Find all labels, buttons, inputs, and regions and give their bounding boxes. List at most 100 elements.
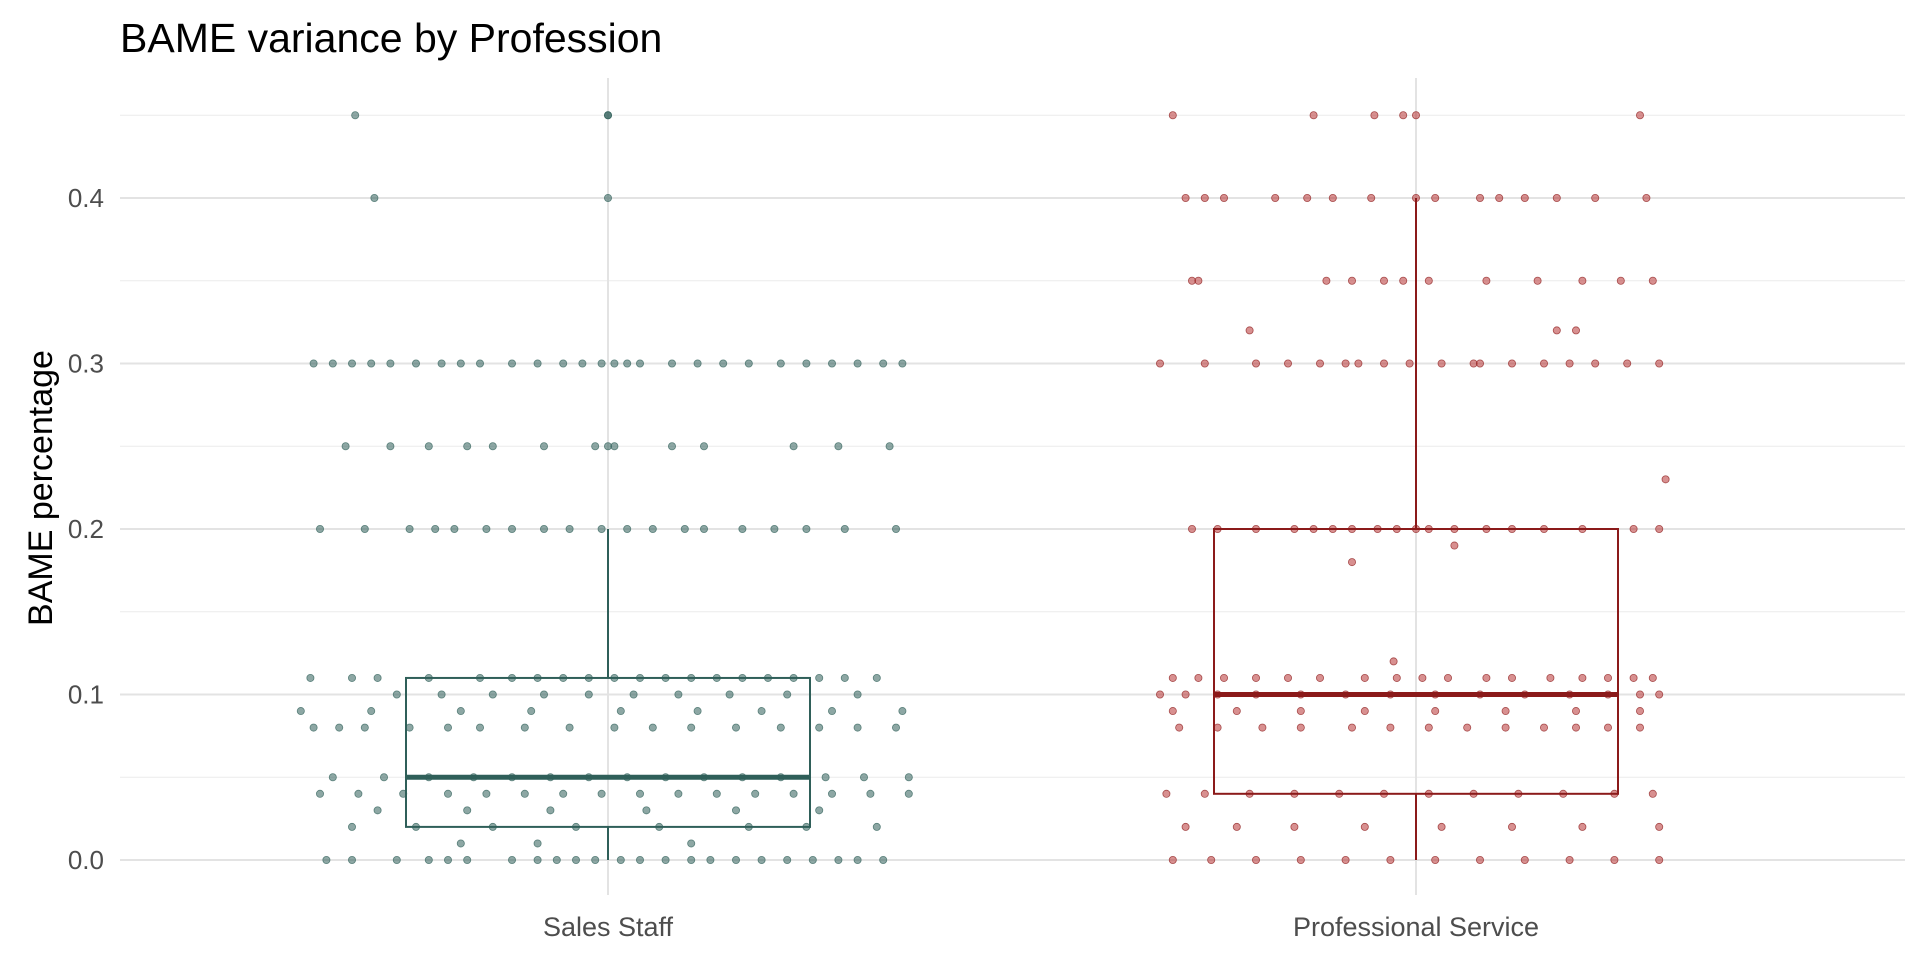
data-point — [456, 359, 465, 368]
data-point — [424, 442, 433, 451]
data-point — [373, 673, 382, 682]
data-point — [1303, 193, 1312, 202]
data-point — [1296, 707, 1305, 716]
data-point — [1636, 690, 1645, 699]
data-point — [1616, 276, 1625, 285]
data-point — [725, 690, 734, 699]
data-point — [1655, 822, 1664, 831]
x-category-labels: Sales Staff Professional Service — [543, 912, 1539, 942]
data-point — [1655, 690, 1664, 699]
data-point — [1565, 359, 1574, 368]
data-point — [693, 359, 702, 368]
y-tick-label: 0.0 — [68, 845, 104, 875]
data-point — [636, 856, 645, 865]
data-point — [341, 442, 350, 451]
x-category-label: Professional Service — [1293, 912, 1539, 942]
data-point — [1450, 541, 1459, 550]
data-point — [1463, 723, 1472, 732]
data-point — [386, 442, 395, 451]
data-point — [463, 806, 472, 815]
data-point — [1245, 326, 1254, 335]
data-point — [610, 723, 619, 732]
data-point — [424, 856, 433, 865]
data-point — [1629, 525, 1638, 534]
data-point — [322, 856, 331, 865]
data-point — [623, 525, 632, 534]
data-point — [866, 789, 875, 798]
data-point — [604, 193, 613, 202]
data-point — [1655, 359, 1664, 368]
data-point — [789, 789, 798, 798]
data-point — [904, 773, 913, 782]
data-point — [328, 773, 337, 782]
data-point — [1623, 359, 1632, 368]
data-point — [1610, 856, 1619, 865]
data-point — [1194, 276, 1203, 285]
data-point — [1565, 856, 1574, 865]
data-point — [597, 359, 606, 368]
data-point — [853, 690, 862, 699]
data-point — [712, 789, 721, 798]
data-point — [373, 806, 382, 815]
data-point — [738, 525, 747, 534]
data-point — [405, 723, 414, 732]
data-point — [1572, 326, 1581, 335]
data-point — [1437, 822, 1446, 831]
data-point — [815, 723, 824, 732]
data-point — [1476, 193, 1485, 202]
data-point — [367, 707, 376, 716]
data-point — [860, 773, 869, 782]
data-point — [1424, 723, 1433, 732]
data-point — [1322, 276, 1331, 285]
data-point — [1213, 723, 1222, 732]
data-point — [309, 723, 318, 732]
y-tick-labels: 0.0 0.1 0.2 0.3 0.4 — [68, 183, 104, 875]
data-point — [1520, 193, 1529, 202]
data-point — [808, 856, 817, 865]
data-point — [1386, 723, 1395, 732]
data-point — [700, 442, 709, 451]
data-point — [1578, 673, 1587, 682]
data-point — [1508, 822, 1517, 831]
data-point — [379, 773, 388, 782]
data-point — [604, 111, 613, 120]
data-point — [757, 707, 766, 716]
data-point — [1636, 707, 1645, 716]
data-point — [482, 525, 491, 534]
data-point — [1501, 707, 1510, 716]
data-point — [1648, 789, 1657, 798]
data-point — [840, 673, 849, 682]
data-point — [1655, 525, 1664, 534]
data-point — [879, 359, 888, 368]
data-point — [751, 789, 760, 798]
data-point — [347, 856, 356, 865]
data-point — [744, 359, 753, 368]
data-point — [1629, 673, 1638, 682]
y-tick-label: 0.4 — [68, 183, 104, 213]
data-point — [783, 690, 792, 699]
data-point — [853, 723, 862, 732]
data-point — [687, 839, 696, 848]
data-point — [1328, 193, 1337, 202]
data-point — [559, 789, 568, 798]
data-point — [488, 690, 497, 699]
data-point — [456, 707, 465, 716]
data-point — [1552, 193, 1561, 202]
data-point — [1284, 673, 1293, 682]
data-point — [1437, 359, 1446, 368]
data-point — [616, 856, 625, 865]
iqr-box — [405, 676, 811, 828]
data-point — [1316, 673, 1325, 682]
data-point — [431, 525, 440, 534]
data-point — [443, 856, 452, 865]
data-point — [1252, 856, 1261, 865]
data-point — [1604, 673, 1613, 682]
boxplot-sales-staff — [405, 529, 811, 860]
data-point — [1156, 359, 1165, 368]
gridlines — [120, 78, 1905, 895]
data-point — [1648, 673, 1657, 682]
data-point — [1508, 359, 1517, 368]
data-point — [1495, 193, 1504, 202]
data-point — [527, 707, 536, 716]
